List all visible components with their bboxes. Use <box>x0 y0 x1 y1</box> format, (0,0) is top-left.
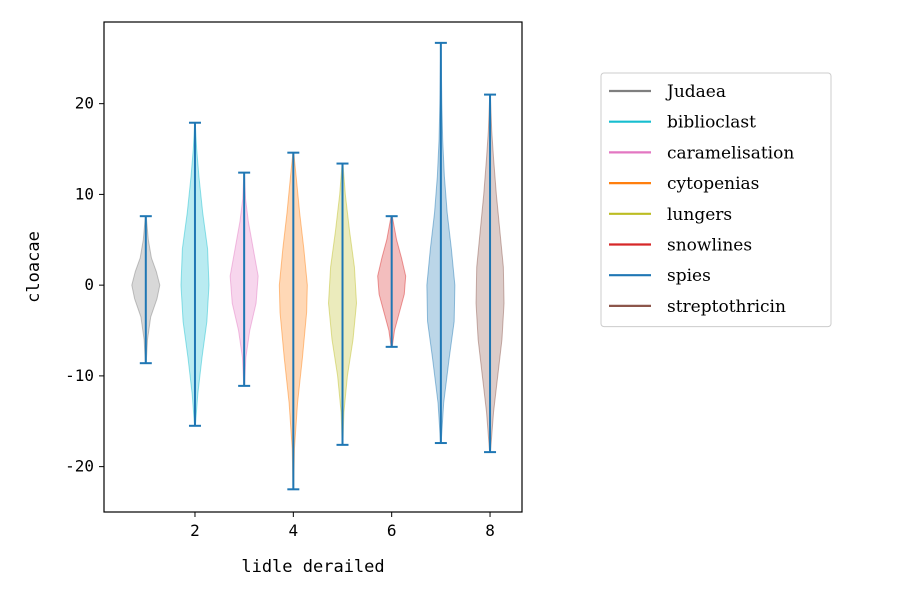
x-tick-label: 2 <box>190 521 200 540</box>
legend-label-streptothricin: streptothricin <box>667 297 786 317</box>
whiskers-layer <box>139 41 497 491</box>
legend-label-snowlines: snowlines <box>667 236 752 256</box>
legend-box <box>600 72 832 328</box>
x-tick-label: 8 <box>485 521 495 540</box>
y-tick-label: -10 <box>65 366 94 385</box>
legend-label-biblioclast: biblioclast <box>667 113 756 133</box>
y-tick-label: 20 <box>75 94 94 113</box>
legend-label-judaea: Judaea <box>665 82 726 102</box>
legend-label-cytopenias: cytopenias <box>667 174 759 194</box>
x-axis-ticks: 2 4 6 8 <box>190 512 495 540</box>
legend-label-lungers: lungers <box>667 205 732 225</box>
legend-label-spies: spies <box>667 266 711 286</box>
legend: Judaea biblioclast caramelisation cytopenia… <box>600 72 832 328</box>
x-tick-label: 4 <box>289 521 299 540</box>
y-tick-label: -20 <box>65 457 94 476</box>
x-tick-label: 6 <box>387 521 397 540</box>
y-tick-label: 0 <box>84 275 94 294</box>
legend-label-caramelisation: caramelisation <box>667 143 794 163</box>
y-axis-label: cloacae <box>24 231 44 303</box>
y-tick-label: 10 <box>75 184 94 203</box>
plot-frame <box>103 21 523 513</box>
violins-layer <box>131 42 505 490</box>
y-axis-ticks: -20 -10 0 10 20 <box>65 94 104 476</box>
x-axis-label: lidle derailed <box>241 557 384 577</box>
